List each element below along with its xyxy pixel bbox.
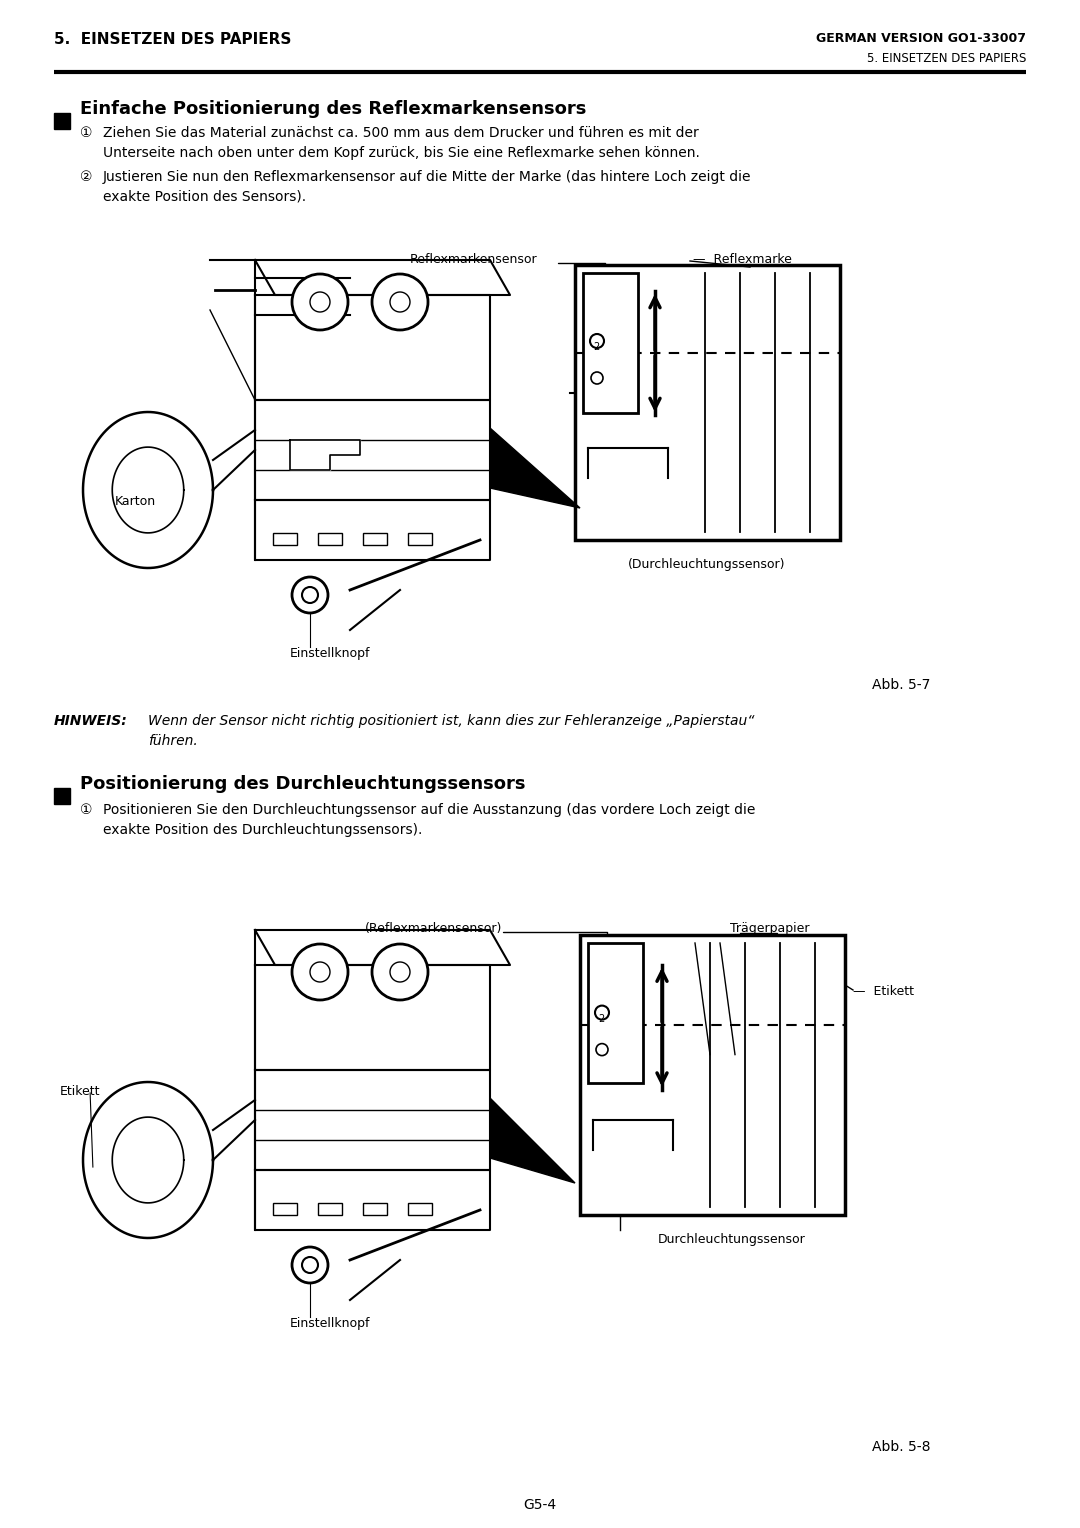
Polygon shape — [255, 1070, 490, 1170]
Bar — [363, 533, 387, 545]
Polygon shape — [255, 966, 490, 1070]
Circle shape — [372, 274, 428, 330]
Circle shape — [310, 292, 330, 312]
Text: Unterseite nach oben unter dem Kopf zurück, bis Sie eine Reflexmarke sehen könne: Unterseite nach oben unter dem Kopf zurü… — [103, 147, 700, 160]
Bar — [318, 1203, 342, 1215]
Text: ①: ① — [80, 125, 93, 141]
Bar — [54, 788, 70, 804]
Circle shape — [390, 963, 410, 983]
Text: 5.  EINSETZEN DES PAPIERS: 5. EINSETZEN DES PAPIERS — [54, 32, 292, 47]
Circle shape — [292, 274, 348, 330]
Circle shape — [302, 1258, 318, 1273]
Polygon shape — [490, 1099, 575, 1183]
Text: ②: ② — [80, 170, 93, 183]
Text: 2: 2 — [593, 342, 599, 351]
Text: Reflexmarkensensor: Reflexmarkensensor — [410, 254, 538, 266]
Polygon shape — [291, 440, 360, 471]
Text: Einstellknopf: Einstellknopf — [289, 646, 370, 660]
Circle shape — [292, 578, 328, 613]
Text: Durchleuchtungssensor: Durchleuchtungssensor — [658, 1233, 806, 1245]
Bar — [588, 943, 643, 1083]
Text: exakte Position des Durchleuchtungssensors).: exakte Position des Durchleuchtungssenso… — [103, 824, 422, 837]
Bar — [54, 113, 70, 128]
Circle shape — [292, 944, 348, 999]
Text: GERMAN VERSION GO1-33007: GERMAN VERSION GO1-33007 — [816, 32, 1026, 44]
Polygon shape — [255, 1170, 490, 1230]
Bar — [273, 533, 297, 545]
Text: Wenn der Sensor nicht richtig positioniert ist, kann dies zur Fehleranzeige „Pap: Wenn der Sensor nicht richtig positionie… — [148, 714, 755, 727]
Text: Positionierung des Durchleuchtungssensors: Positionierung des Durchleuchtungssensor… — [80, 775, 526, 793]
Text: Etikett: Etikett — [60, 1085, 100, 1099]
Text: Einstellknopf: Einstellknopf — [289, 1317, 370, 1329]
Text: exakte Position des Sensors).: exakte Position des Sensors). — [103, 189, 306, 205]
Text: Abb. 5-7: Abb. 5-7 — [872, 678, 930, 692]
Circle shape — [590, 335, 604, 348]
Bar — [363, 1203, 387, 1215]
Text: Einfache Positionierung des Reflexmarkensensors: Einfache Positionierung des Reflexmarken… — [80, 99, 586, 118]
Bar — [273, 1203, 297, 1215]
Text: —  Etikett: — Etikett — [853, 986, 914, 998]
Bar — [580, 935, 845, 1215]
Text: führen.: führen. — [148, 733, 198, 749]
Polygon shape — [255, 260, 510, 295]
Circle shape — [596, 1044, 608, 1056]
Text: Justieren Sie nun den Reflexmarkensensor auf die Mitte der Marke (das hintere Lo: Justieren Sie nun den Reflexmarkensensor… — [103, 170, 752, 183]
Polygon shape — [255, 931, 510, 966]
Text: Karton: Karton — [114, 495, 157, 507]
Text: 5. EINSETZEN DES PAPIERS: 5. EINSETZEN DES PAPIERS — [866, 52, 1026, 66]
Text: Trägerpapier: Trägerpapier — [730, 921, 810, 935]
Text: (Durchleuchtungssensor): (Durchleuchtungssensor) — [629, 558, 786, 571]
Circle shape — [591, 371, 603, 384]
Polygon shape — [255, 500, 490, 559]
Text: Ziehen Sie das Material zunächst ca. 500 mm aus dem Drucker und führen es mit de: Ziehen Sie das Material zunächst ca. 500… — [103, 125, 699, 141]
Bar — [583, 274, 638, 413]
Text: 2: 2 — [598, 1013, 604, 1024]
Text: Abb. 5-8: Abb. 5-8 — [872, 1439, 930, 1455]
Text: ①: ① — [80, 804, 93, 817]
Polygon shape — [255, 400, 490, 500]
Bar — [318, 533, 342, 545]
Text: (Reflexmarkensensor): (Reflexmarkensensor) — [365, 921, 502, 935]
Bar — [408, 1203, 432, 1215]
Circle shape — [390, 292, 410, 312]
Circle shape — [292, 1247, 328, 1284]
Circle shape — [310, 963, 330, 983]
Polygon shape — [490, 428, 580, 507]
Polygon shape — [255, 295, 490, 400]
Text: Positionieren Sie den Durchleuchtungssensor auf die Ausstanzung (das vordere Loc: Positionieren Sie den Durchleuchtungssen… — [103, 804, 755, 817]
Text: —  Reflexmarke: — Reflexmarke — [693, 254, 792, 266]
Circle shape — [595, 1005, 609, 1019]
Bar — [408, 533, 432, 545]
Text: HINWEIS:: HINWEIS: — [54, 714, 127, 727]
Bar — [575, 264, 840, 539]
Circle shape — [302, 587, 318, 604]
Circle shape — [372, 944, 428, 999]
Text: G5-4: G5-4 — [524, 1497, 556, 1513]
